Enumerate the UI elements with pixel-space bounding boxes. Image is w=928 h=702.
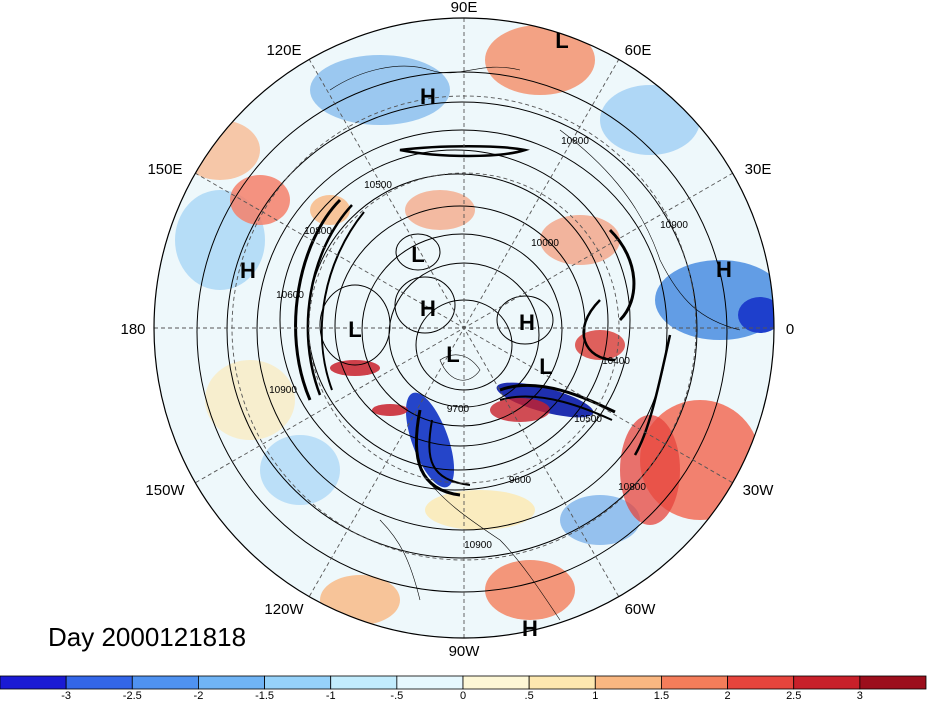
contour-label: 9600 <box>509 475 532 486</box>
colorbar-swatch <box>0 675 67 690</box>
contour-label: 9700 <box>447 404 470 415</box>
longitude-label: 90W <box>449 643 481 660</box>
longitude-label: 90E <box>451 0 478 16</box>
longitude-label: 180 <box>120 321 145 338</box>
contour-label: 10800 <box>618 482 646 493</box>
contour-label: 10400 <box>602 356 630 367</box>
high-pressure-label: H <box>240 258 256 283</box>
colorbar-tick-label: 1 <box>592 690 598 702</box>
colorbar-tick-label: -2.5 <box>123 690 142 702</box>
contour-label: 10600 <box>276 290 304 301</box>
high-pressure-label: H <box>420 84 436 109</box>
contour-label: 10900 <box>660 220 688 231</box>
contour-label: 10900 <box>464 540 492 551</box>
colorbar-swatch <box>330 675 398 690</box>
longitude-label: 150E <box>147 161 182 178</box>
colorbar-swatch <box>594 675 662 690</box>
longitude-label: 120W <box>264 601 304 618</box>
contour-label: 10500 <box>574 414 602 425</box>
coastlines <box>329 65 741 621</box>
contour-label: 10500 <box>364 180 392 191</box>
longitude-label: 150W <box>145 482 185 499</box>
high-pressure-label: H <box>519 310 535 335</box>
colorbar-tick-label: 1.5 <box>654 690 669 702</box>
colorbar-tick-label: -3 <box>61 690 71 702</box>
high-pressure-label: H <box>716 257 732 282</box>
colorbar-tick-label: 2 <box>725 690 731 702</box>
colorbar-tick-label: -2 <box>194 690 204 702</box>
height-contours <box>196 71 728 593</box>
low-pressure-label: L <box>446 342 459 367</box>
colorbar-tick-label: -1.5 <box>255 690 274 702</box>
colorbar-tick-label: 3 <box>857 690 863 702</box>
colorbar: -3 -2.5 -2 -1.5 -1 -.5 0 .5 1 1.5 2 2.5 3 <box>0 675 927 702</box>
contour-label: 10800 <box>561 136 589 147</box>
high-pressure-label: H <box>522 616 538 641</box>
longitude-label: 120E <box>266 42 301 59</box>
longitude-label: 30W <box>743 482 775 499</box>
colorbar-swatch <box>528 675 596 690</box>
colorbar-swatch <box>462 675 530 690</box>
plot-title: Day 2000121818 <box>48 622 246 652</box>
contour-label: 10900 <box>269 385 297 396</box>
colorbar-tick-label: -.5 <box>390 690 403 702</box>
colorbar-swatch <box>65 675 133 690</box>
colorbar-swatch <box>661 675 728 690</box>
colorbar-swatch <box>131 675 199 690</box>
longitude-label: 30E <box>745 161 772 178</box>
low-pressure-label: L <box>539 354 552 379</box>
contour-label: 10000 <box>531 238 559 249</box>
contour-labels: 10800 10500 10900 10000 10800 10600 10900 9700 1… <box>269 136 688 551</box>
colorbar-swatch <box>859 675 927 690</box>
colorbar-swatch <box>727 675 795 690</box>
low-pressure-label: L <box>555 28 568 53</box>
graticule <box>154 18 774 638</box>
low-pressure-label: L <box>411 242 424 267</box>
longitude-label: 60W <box>625 601 657 618</box>
colorbar-tick-label: .5 <box>525 690 534 702</box>
colorbar-swatch <box>198 675 265 690</box>
contour-label: 10800 <box>304 226 332 237</box>
colorbar-swatch <box>793 675 861 690</box>
low-pressure-label: L <box>348 317 361 342</box>
longitude-labels: 90E 60E 30E 0 30W 60W 90W 120W 150W 180 150E 120E <box>120 0 794 660</box>
map-boundary <box>153 17 775 639</box>
colorbar-tick-label: 2.5 <box>786 690 801 702</box>
longitude-label: 0 <box>786 321 794 338</box>
high-pressure-label: H <box>420 296 436 321</box>
longitude-label: 60E <box>625 42 652 59</box>
colorbar-tick-label: 0 <box>460 690 466 702</box>
colorbar-swatch <box>264 675 332 690</box>
colorbar-tick-label: -1 <box>326 690 336 702</box>
colorbar-swatch <box>396 675 464 690</box>
